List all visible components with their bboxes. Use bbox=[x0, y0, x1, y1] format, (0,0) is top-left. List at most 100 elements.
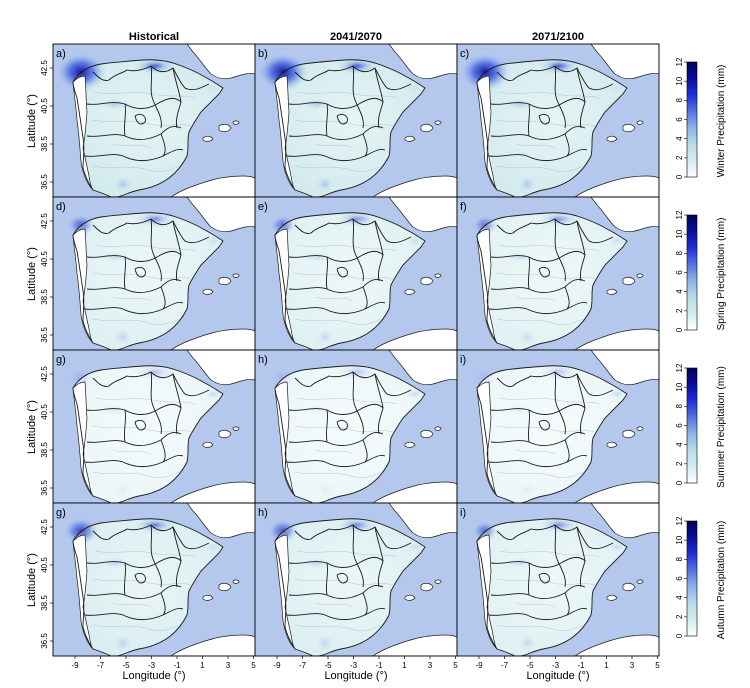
panel-label: a) bbox=[56, 48, 66, 60]
panel-frame bbox=[456, 502, 660, 657]
region-border bbox=[490, 125, 586, 141]
region-border bbox=[554, 524, 566, 588]
coastline bbox=[274, 365, 426, 503]
africa-landmass bbox=[170, 634, 255, 656]
region-border bbox=[488, 302, 588, 314]
balearic-island bbox=[622, 582, 636, 592]
france-landmass bbox=[186, 44, 255, 80]
france-landmass bbox=[186, 503, 255, 539]
colorbar-title-summer: Summer Precipitation (mm) bbox=[716, 366, 727, 488]
coastline bbox=[72, 212, 224, 350]
region-border bbox=[488, 455, 588, 467]
axis-ticks: 42.5 40.5 38.5 36.5 42.5 40.5 38.5 36.5 42.5 40.5… bbox=[40, 60, 660, 670]
balearic-island bbox=[434, 273, 442, 278]
region-border bbox=[554, 218, 566, 282]
region-border bbox=[150, 65, 162, 129]
colorbar-tick-label: 6 bbox=[675, 270, 684, 275]
colorbar-tick-label: 4 bbox=[675, 289, 684, 294]
coastline bbox=[476, 518, 628, 656]
svg-text:Latitude (°): Latitude (°) bbox=[26, 247, 38, 301]
y-axis-title-row-4: Latitude (°) bbox=[26, 553, 38, 607]
colorbar-tick-label: 4 bbox=[675, 442, 684, 447]
region-border bbox=[134, 266, 146, 278]
colorbar-title-winter: Winter Precipitation (mm) bbox=[716, 65, 727, 178]
region-border bbox=[490, 556, 586, 568]
x-tick-label: 5 bbox=[655, 661, 660, 670]
region-border bbox=[86, 97, 182, 109]
region-border bbox=[288, 250, 384, 262]
colorbar-title-autumn: Autumn Precipitation (mm) bbox=[716, 521, 727, 639]
y-tick-label: 38.5 bbox=[40, 595, 49, 611]
panel-label: h) bbox=[258, 507, 268, 519]
x-tick-label: -1 bbox=[577, 661, 585, 670]
region-border bbox=[288, 125, 384, 141]
balearic-island bbox=[420, 582, 434, 592]
region-border bbox=[336, 266, 348, 278]
region-border bbox=[374, 373, 384, 435]
colorbar-gradient bbox=[686, 520, 698, 637]
colorbar-tick-label: 4 bbox=[675, 595, 684, 600]
x-tick-label: -9 bbox=[475, 661, 483, 670]
y-tick-label: 38.5 bbox=[40, 136, 49, 152]
column-title-historical: Historical bbox=[129, 31, 179, 43]
x-tick-label: -1 bbox=[375, 661, 383, 670]
map-panel-3-3: i) bbox=[456, 349, 660, 504]
balearic-island bbox=[218, 429, 232, 439]
balearic-island bbox=[232, 426, 240, 431]
svg-text:Latitude (°): Latitude (°) bbox=[26, 553, 38, 607]
region-border bbox=[352, 65, 364, 129]
africa-landmass bbox=[574, 481, 659, 503]
region-border bbox=[576, 526, 586, 588]
panel-label: b) bbox=[258, 48, 268, 60]
panel-label: f) bbox=[460, 201, 467, 213]
balearic-island bbox=[202, 288, 214, 295]
map-panel-1-1: a) bbox=[52, 43, 256, 198]
x-tick-label: 3 bbox=[630, 661, 635, 670]
panel-label: g) bbox=[56, 354, 66, 366]
coastline bbox=[72, 365, 224, 503]
balearic-island bbox=[420, 429, 434, 439]
colorbar-tick-label: 6 bbox=[675, 423, 684, 428]
x-tick-label: 3 bbox=[428, 661, 433, 670]
map-panel-4-2: h) bbox=[254, 502, 458, 657]
map-panel-4-1: g) bbox=[52, 502, 256, 657]
x-tick-label: -5 bbox=[526, 661, 534, 670]
region-border bbox=[352, 524, 364, 588]
colorbar-tick-label: 2 bbox=[675, 614, 684, 619]
region-border bbox=[352, 371, 364, 435]
map-panel-3-2: h) bbox=[254, 349, 458, 504]
region-border bbox=[86, 278, 182, 294]
balearic-island bbox=[202, 594, 214, 601]
colorbar-tick-label: 12 bbox=[675, 363, 684, 372]
region-border bbox=[325, 409, 329, 443]
colorbar-4: 0 2 4 6 8 10 12 bbox=[675, 516, 698, 638]
colorbar-tick-label: 2 bbox=[675, 308, 684, 313]
balearic-island bbox=[218, 123, 232, 133]
colorbar-tick-label: 12 bbox=[675, 57, 684, 66]
region-border bbox=[490, 97, 586, 109]
y-axis-title-row-3: Latitude (°) bbox=[26, 400, 38, 454]
region-border bbox=[86, 431, 182, 447]
colorbar-2: 0 2 4 6 8 10 12 bbox=[675, 210, 698, 332]
region-border bbox=[374, 67, 384, 129]
panel-label: d) bbox=[56, 201, 66, 213]
colorbar-gradient bbox=[686, 61, 698, 178]
x-tick-label: -3 bbox=[350, 661, 358, 670]
svg-text:Latitude (°): Latitude (°) bbox=[26, 400, 38, 454]
region-border bbox=[538, 113, 550, 125]
precipitation-field bbox=[66, 210, 223, 350]
y-axis-title-row-2: Latitude (°) bbox=[26, 247, 38, 301]
france-landmass bbox=[388, 44, 457, 80]
x-tick-label: 1 bbox=[604, 661, 609, 670]
y-tick-label: 36.5 bbox=[40, 174, 49, 190]
column-title-2071-2100: 2071/2100 bbox=[532, 31, 584, 43]
france-landmass bbox=[388, 350, 457, 386]
balearic-island bbox=[622, 123, 636, 133]
y-tick-label: 38.5 bbox=[40, 289, 49, 305]
region-border bbox=[160, 439, 166, 463]
y-tick-label: 42.5 bbox=[40, 366, 49, 382]
colorbar-1: 0 2 4 6 8 10 12 bbox=[675, 57, 698, 179]
coastline bbox=[274, 518, 426, 656]
region-border bbox=[325, 562, 329, 596]
colorbar-tick-label: 12 bbox=[675, 210, 684, 219]
